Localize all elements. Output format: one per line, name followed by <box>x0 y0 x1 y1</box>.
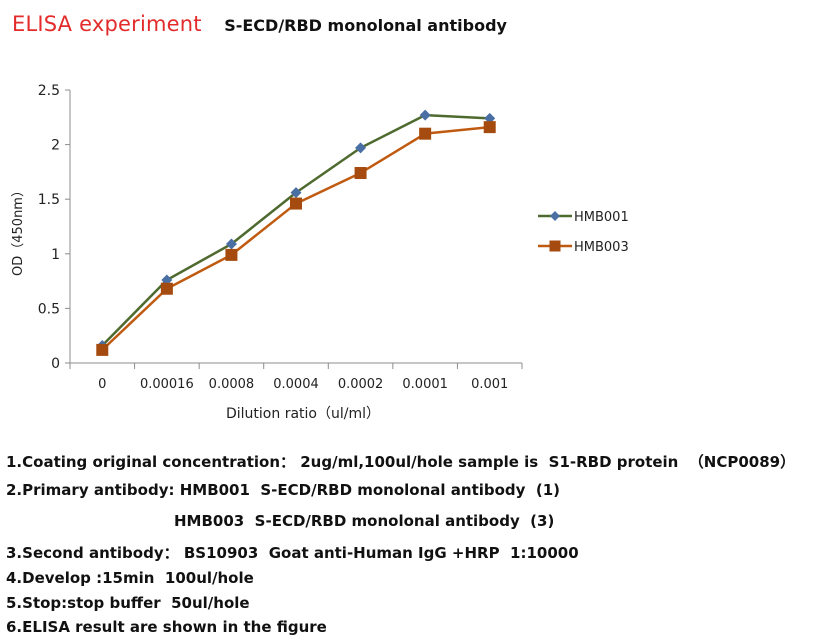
y-axis: 0 0.5 1 1.5 2 2.5 <box>38 83 71 372</box>
x-tick-label: 0.0002 <box>338 377 384 392</box>
x-tick-label: 0.001 <box>471 377 508 392</box>
note-result: 6.ELISA result are shown in the figure <box>6 618 327 636</box>
legend: HMB001 HMB003 <box>538 210 629 255</box>
data-point-hmb003 <box>225 248 238 261</box>
note-primary-antibody-2: HMB003 S-ECD/RBD monolonal antibody (3) <box>174 512 555 530</box>
x-axis-label: Dilution ratio（ul/ml） <box>226 406 380 422</box>
series-line-hmb001 <box>101 113 490 347</box>
x-tick-label: 0.00016 <box>140 377 194 392</box>
elisa-line-chart: 00.511.522.5 0 0.00016 0.0008 0.0004 0.0002 0… <box>11 83 629 422</box>
data-point-hmb003 <box>160 282 173 295</box>
note-second-antibody: 3.Second antibody： BS10903 Goat anti-Hum… <box>6 544 579 562</box>
header: ELISA experiment S-ECD/RBD monolonal ant… <box>12 12 507 36</box>
x-tick-label: 0 <box>98 377 106 392</box>
y-tick-label: 2 <box>51 138 60 154</box>
y-tick-label: 1 <box>51 247 60 263</box>
series-layer <box>96 109 496 356</box>
data-point-hmb001 <box>290 187 302 199</box>
data-point-hmb003 <box>96 343 109 356</box>
y-tick-label: 2.5 <box>38 83 60 99</box>
page-title: ELISA experiment <box>12 12 202 36</box>
x-axis: 0 0.00016 0.0008 0.0004 0.0002 0.0001 0.001 <box>69 362 523 392</box>
note-develop: 4.Develop :15min 100ul/hole <box>6 569 254 587</box>
data-point-hmb003 <box>419 127 432 140</box>
data-point-hmb003 <box>483 121 496 134</box>
legend-marker-hmb001 <box>550 211 560 221</box>
y-axis-label: OD（450nm） <box>11 184 26 276</box>
x-tick-label: 0.0004 <box>273 377 319 392</box>
legend-label-hmb003: HMB003 <box>574 240 629 255</box>
data-point-hmb003 <box>290 197 302 210</box>
legend-label-hmb001: HMB001 <box>574 210 629 225</box>
legend-marker-hmb003 <box>549 240 561 252</box>
page-subtitle: S-ECD/RBD monolonal antibody <box>224 16 507 35</box>
data-point-hmb001 <box>355 142 367 154</box>
y-tick-label: 1.5 <box>38 192 60 208</box>
note-stop: 5.Stop:stop buffer 50ul/hole <box>6 594 250 612</box>
y-tick-label: 0 <box>51 356 60 372</box>
data-point-hmb003 <box>354 166 367 179</box>
data-point-hmb001 <box>419 109 431 121</box>
x-tick-label: 0.0001 <box>402 377 448 392</box>
note-primary-antibody: 2.Primary antibody: HMB001 S-ECD/RBD mon… <box>6 481 561 499</box>
note-coating: 1.Coating original concentration： 2ug/ml… <box>6 453 796 471</box>
x-tick-label: 0.0008 <box>209 377 255 392</box>
series-line-hmb003 <box>101 125 490 351</box>
data-point-hmb001 <box>225 238 237 250</box>
y-tick-label: 0.5 <box>38 301 60 317</box>
